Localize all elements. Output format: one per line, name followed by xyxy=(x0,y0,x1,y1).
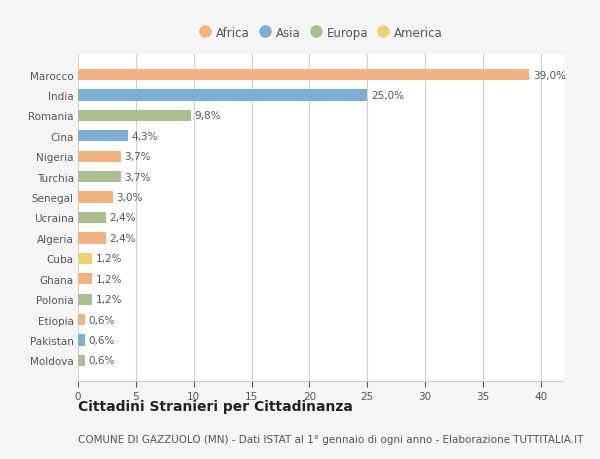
Text: 2,4%: 2,4% xyxy=(109,233,136,243)
Text: 4,3%: 4,3% xyxy=(131,132,158,141)
Bar xyxy=(78,151,121,162)
Text: 1,2%: 1,2% xyxy=(95,295,122,304)
Text: 0,6%: 0,6% xyxy=(88,335,115,345)
Text: 0,6%: 0,6% xyxy=(88,315,115,325)
Text: 3,7%: 3,7% xyxy=(124,152,151,162)
Bar xyxy=(78,131,128,142)
Text: 9,8%: 9,8% xyxy=(195,111,221,121)
Text: 0,6%: 0,6% xyxy=(88,356,115,365)
Text: 25,0%: 25,0% xyxy=(371,91,404,101)
Bar xyxy=(78,172,121,183)
Text: 1,2%: 1,2% xyxy=(95,274,122,284)
Text: 2,4%: 2,4% xyxy=(109,213,136,223)
Bar xyxy=(78,355,85,366)
Bar xyxy=(78,90,367,101)
Text: COMUNE DI GAZZUOLO (MN) - Dati ISTAT al 1° gennaio di ogni anno - Elaborazione T: COMUNE DI GAZZUOLO (MN) - Dati ISTAT al … xyxy=(78,434,583,444)
Bar xyxy=(78,213,106,224)
Bar xyxy=(78,70,529,81)
Bar xyxy=(78,314,85,325)
Bar xyxy=(78,335,85,346)
Bar xyxy=(78,111,191,122)
Bar xyxy=(78,294,92,305)
Text: 3,7%: 3,7% xyxy=(124,172,151,182)
Text: 3,0%: 3,0% xyxy=(116,193,143,203)
Text: 1,2%: 1,2% xyxy=(95,254,122,264)
Legend: Africa, Asia, Europa, America: Africa, Asia, Europa, America xyxy=(194,22,448,44)
Bar xyxy=(78,233,106,244)
Bar xyxy=(78,274,92,285)
Bar xyxy=(78,253,92,264)
Text: Cittadini Stranieri per Cittadinanza: Cittadini Stranieri per Cittadinanza xyxy=(78,399,353,413)
Text: 39,0%: 39,0% xyxy=(533,71,566,80)
Bar xyxy=(78,192,113,203)
